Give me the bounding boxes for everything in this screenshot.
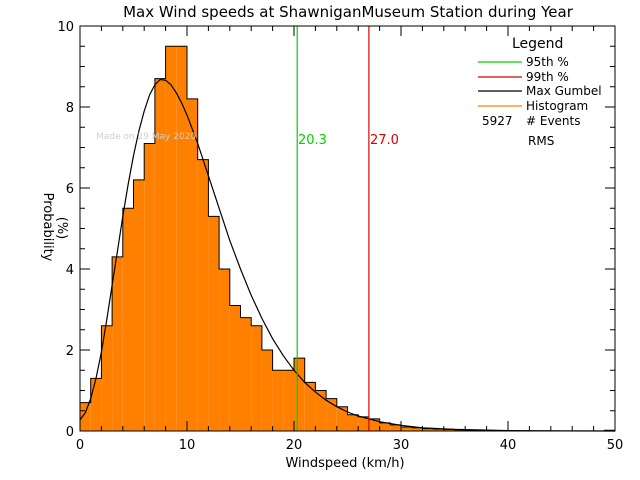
histogram-bar: [197, 159, 209, 431]
histogram-bar: [294, 358, 305, 431]
x-tick-label: 40: [500, 438, 517, 453]
histogram-bar: [133, 179, 145, 431]
histogram-bars: [80, 46, 615, 432]
legend-label-gumbel: Max Gumbel: [526, 84, 602, 98]
histogram-bar: [80, 402, 91, 431]
y-tick-label: 4: [66, 263, 74, 278]
histogram-bar: [240, 317, 252, 431]
legend-item-p95: 95th %: [478, 55, 569, 69]
legend-item-histogram: Histogram: [478, 99, 588, 113]
histogram-bar: [176, 46, 187, 431]
y-axis-label-line2: (%): [54, 217, 69, 240]
legend-item-p99: 99th %: [478, 70, 569, 84]
legend-label-p99: 99th %: [526, 70, 569, 84]
y-axis-ticks: 0 2 4 6 8 10: [57, 20, 615, 440]
legend-label-histogram: Histogram: [526, 99, 588, 113]
histogram-bar: [165, 46, 177, 431]
histogram-bar: [390, 424, 401, 431]
x-axis-label: Windspeed (km/h): [285, 456, 404, 471]
legend-title: Legend: [512, 36, 563, 52]
histogram-bar: [144, 143, 155, 431]
histogram-bar: [219, 269, 230, 431]
y-tick-label: 0: [66, 425, 74, 440]
y-tick-label: 10: [57, 20, 74, 35]
histogram-bar: [101, 325, 113, 431]
legend-events-label: # Events: [526, 114, 581, 128]
histogram-bar: [379, 422, 391, 431]
y-tick-label: 2: [66, 344, 74, 359]
x-tick-label: 20: [286, 438, 303, 453]
histogram-bar: [112, 256, 123, 431]
legend-events-count: 5927: [482, 114, 513, 128]
x-tick-label: 30: [393, 438, 410, 453]
chart-title: Max Wind speeds at ShawniganMuseum Stati…: [123, 3, 574, 21]
histogram-bar: [368, 418, 380, 431]
histogram-bar: [336, 406, 348, 431]
x-tick-label: 0: [76, 438, 84, 453]
histogram-bar: [411, 427, 423, 431]
x-axis-ticks: 0 10 20 30 40 50: [76, 26, 623, 453]
histogram-bar: [422, 428, 434, 431]
histogram-bar: [347, 414, 359, 431]
histogram-bar: [229, 305, 241, 431]
histogram-bar: [401, 426, 412, 431]
p99-value-label: 27.0: [370, 133, 399, 148]
y-tick-label: 6: [66, 182, 74, 197]
histogram-bar: [315, 390, 327, 431]
legend-label-p95: 95th %: [526, 55, 569, 69]
y-axis-label-line1: Probability: [40, 193, 55, 262]
x-tick-label: 10: [179, 438, 196, 453]
histogram-bar: [187, 98, 198, 432]
histogram-bar: [272, 370, 284, 431]
histogram-bar: [358, 416, 369, 431]
histogram-bar: [90, 378, 102, 431]
gumbel-curve: [79, 78, 616, 432]
x-tick-label: 50: [607, 438, 624, 453]
histogram-bar: [261, 350, 273, 431]
y-tick-label: 8: [66, 101, 74, 116]
legend-item-gumbel: Max Gumbel: [478, 84, 602, 98]
histogram-bar: [154, 78, 166, 432]
legend-rms-label: RMS: [528, 134, 554, 148]
y-axis-label: Probability (%): [40, 193, 69, 262]
histogram-bar: [283, 370, 294, 431]
histogram-bar: [433, 428, 444, 431]
watermark: Made on 29 May 2020: [96, 132, 196, 142]
histogram-bar: [122, 208, 134, 431]
histogram-bar: [443, 429, 455, 431]
legend: Legend 95th % 99th % Max Gumbel Histogra…: [478, 36, 602, 148]
histogram-bar: [251, 325, 262, 431]
histogram-bar: [208, 216, 220, 431]
histogram-bar: [326, 398, 337, 431]
histogram-bar: [304, 382, 316, 431]
histogram-bar: [454, 429, 466, 431]
p95-value-label: 20.3: [298, 133, 327, 148]
